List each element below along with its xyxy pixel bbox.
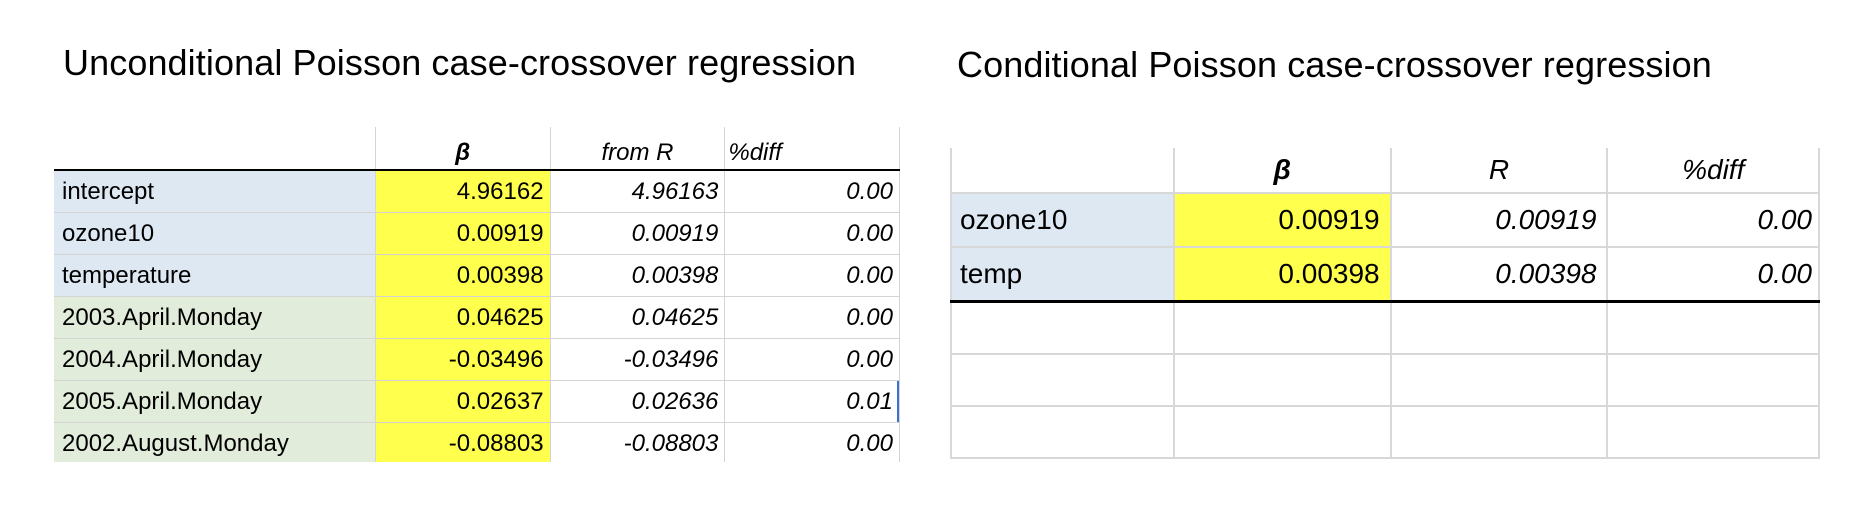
table-row: 2005.April.Monday 0.02637 0.02636 0.01 [54,380,900,423]
table-row: ozone10 0.00919 0.00919 0.00 [950,193,1820,248]
empty-cell[interactable] [1607,354,1820,407]
beta-cell[interactable]: -0.03496 [375,338,551,381]
empty-cell[interactable] [950,406,1175,459]
empty-cell[interactable] [1390,406,1609,459]
row-label[interactable]: temp [950,247,1175,303]
empty-cell[interactable] [1607,301,1820,355]
from-r-cell[interactable]: 4.96163 [550,170,726,213]
beta-cell[interactable]: -0.08803 [375,422,551,462]
diff-cell[interactable]: 0.00 [724,296,900,339]
empty-cell[interactable] [1173,406,1392,459]
beta-cell[interactable]: 0.02637 [375,380,551,423]
header-from-r[interactable]: from R [550,127,726,171]
left-table-title: Unconditional Poisson case-crossover reg… [63,42,857,83]
empty-cell[interactable] [1173,301,1392,355]
diff-cell[interactable]: 0.00 [724,254,900,297]
row-label[interactable]: 2004.April.Monday [54,338,376,381]
header-beta[interactable]: β [375,127,551,171]
from-r-cell[interactable]: -0.08803 [550,422,726,462]
header-label-cell[interactable] [54,127,376,171]
row-label[interactable]: intercept [54,170,376,213]
header-pct-diff[interactable]: %diff [1607,148,1820,194]
right-table-title: Conditional Poisson case-crossover regre… [957,44,1712,85]
header-row: β from R %diff [54,127,900,171]
table-row: 2002.August.Monday -0.08803 -0.08803 0.0… [54,422,900,462]
header-pct-diff[interactable]: %diff [724,127,900,171]
table-row: 2003.April.Monday 0.04625 0.04625 0.00 [54,296,900,339]
diff-cell[interactable]: 0.00 [724,338,900,381]
conditional-regression-table: β R %diff ozone10 0.00919 0.00919 0.00 t… [950,148,1820,459]
empty-row [950,301,1820,355]
from-r-cell[interactable]: 0.00919 [550,212,726,255]
header-r[interactable]: R [1390,148,1609,194]
beta-cell[interactable]: 0.00919 [375,212,551,255]
row-label[interactable]: temperature [54,254,376,297]
empty-row [950,354,1820,407]
table-row: temp 0.00398 0.00398 0.00 [950,247,1820,303]
header-row: β R %diff [950,148,1820,194]
beta-cell[interactable]: 0.00398 [1173,247,1392,303]
row-label[interactable]: 2002.August.Monday [54,422,376,462]
empty-cell[interactable] [950,354,1175,407]
empty-cell[interactable] [1390,354,1609,407]
from-r-cell[interactable]: 0.04625 [550,296,726,339]
empty-cell[interactable] [1390,301,1609,355]
empty-cell[interactable] [950,301,1175,355]
diff-cell-selected[interactable]: 0.01 [724,380,900,423]
beta-cell[interactable]: 0.00398 [375,254,551,297]
empty-cell[interactable] [1173,354,1392,407]
unconditional-regression-table: β from R %diff intercept 4.96162 4.96163… [54,127,900,462]
row-label[interactable]: 2005.April.Monday [54,380,376,423]
beta-cell[interactable]: 4.96162 [375,170,551,213]
conditional-regression-sheet: β R %diff ozone10 0.00919 0.00919 0.00 t… [950,148,1820,459]
table-row: ozone10 0.00919 0.00919 0.00 [54,212,900,255]
empty-cell[interactable] [1607,406,1820,459]
r-cell[interactable]: 0.00919 [1390,193,1609,248]
diff-cell[interactable]: 0.00 [724,170,900,213]
beta-cell[interactable]: 0.04625 [375,296,551,339]
table-row: temperature 0.00398 0.00398 0.00 [54,254,900,297]
table-row: 2004.April.Monday -0.03496 -0.03496 0.00 [54,338,900,381]
row-label[interactable]: ozone10 [54,212,376,255]
r-cell[interactable]: 0.00398 [1390,247,1609,303]
unconditional-regression-sheet: β from R %diff intercept 4.96162 4.96163… [54,127,900,462]
diff-cell[interactable]: 0.00 [1607,193,1820,248]
diff-cell[interactable]: 0.00 [1607,247,1820,303]
header-label-cell[interactable] [950,148,1175,194]
row-label[interactable]: 2003.April.Monday [54,296,376,339]
from-r-cell[interactable]: 0.00398 [550,254,726,297]
diff-cell[interactable]: 0.00 [724,212,900,255]
from-r-cell[interactable]: 0.02636 [550,380,726,423]
beta-cell[interactable]: 0.00919 [1173,193,1392,248]
empty-row [950,406,1820,459]
from-r-cell[interactable]: -0.03496 [550,338,726,381]
diff-cell[interactable]: 0.00 [724,422,900,462]
row-label[interactable]: ozone10 [950,193,1175,248]
table-row: intercept 4.96162 4.96163 0.00 [54,170,900,213]
header-beta[interactable]: β [1173,148,1392,194]
